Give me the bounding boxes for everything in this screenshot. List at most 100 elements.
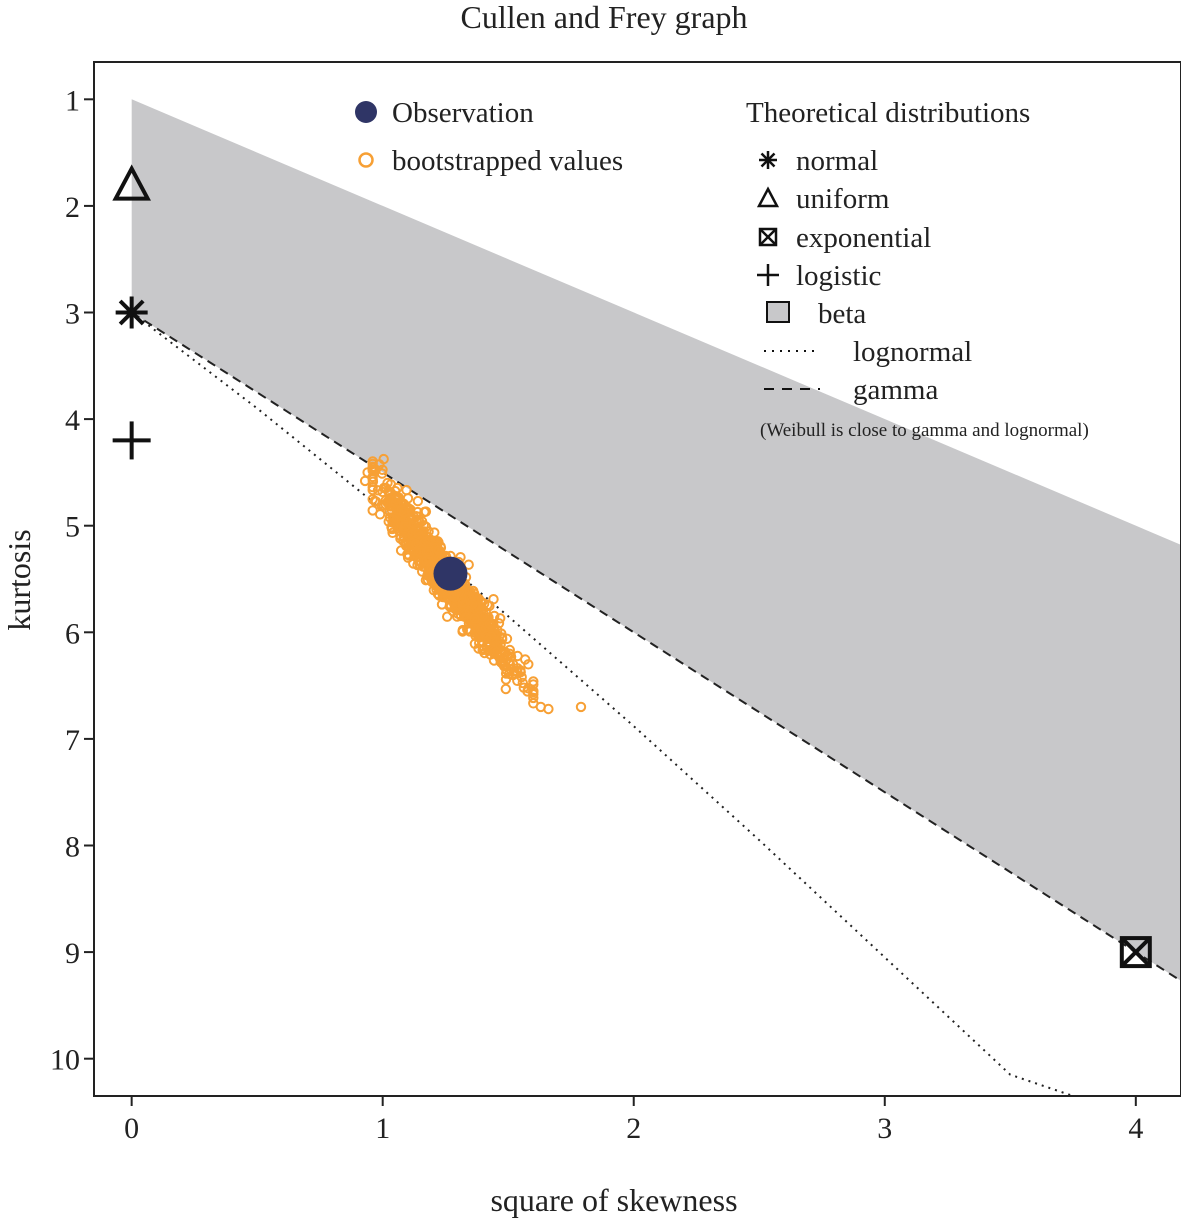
legend-bootstrap-label: bootstrapped values bbox=[392, 145, 623, 177]
bootstrap-point bbox=[392, 482, 403, 494]
bootstrap-point bbox=[467, 599, 478, 610]
normal-marker bbox=[115, 296, 148, 329]
bootstrap-point bbox=[508, 669, 519, 681]
bootstrap-point bbox=[449, 591, 460, 603]
bootstrap-point bbox=[367, 494, 378, 505]
bootstrap-point bbox=[500, 683, 511, 695]
bootstrap-point bbox=[528, 685, 539, 697]
legend-uniform-label: uniform bbox=[796, 183, 890, 215]
y-tick-label: 10 bbox=[50, 1044, 80, 1077]
legend-uniform-symbol bbox=[756, 186, 780, 208]
bootstrap-point bbox=[419, 536, 431, 548]
bootstrap-point bbox=[387, 527, 398, 538]
x-tick-label: 1 bbox=[375, 1112, 390, 1145]
legend-normal-symbol bbox=[759, 151, 777, 169]
x-axis: 0 1 2 3 4 bbox=[124, 1096, 1143, 1145]
bootstrap-point bbox=[421, 555, 432, 567]
bootstrap-point bbox=[359, 475, 371, 487]
logistic-marker bbox=[112, 421, 151, 460]
legend-observation-label: Observation bbox=[392, 97, 534, 129]
beta-region bbox=[131, 99, 1181, 981]
bootstrap-point bbox=[575, 701, 587, 713]
bootstrap-point bbox=[367, 458, 378, 470]
y-tick-label: 9 bbox=[65, 937, 80, 970]
y-axis-title: kurtosis bbox=[1, 529, 37, 630]
bootstrap-point bbox=[391, 493, 402, 505]
bootstrap-point bbox=[469, 613, 480, 624]
y-tick-label: 7 bbox=[65, 724, 80, 757]
legend-beta-label: beta bbox=[818, 298, 866, 330]
chart-title: Cullen and Frey graph bbox=[460, 0, 747, 35]
bootstrap-point bbox=[515, 665, 526, 676]
bootstrap-point bbox=[463, 624, 475, 635]
bootstrap-point bbox=[501, 633, 513, 644]
legend-logistic-label: logistic bbox=[796, 260, 881, 292]
bootstrap-point bbox=[413, 528, 424, 540]
bootstrap-point bbox=[488, 594, 499, 605]
bootstrap-point bbox=[431, 551, 442, 562]
legend-bootstrap-symbol bbox=[358, 152, 374, 168]
bootstrap-point bbox=[442, 611, 453, 622]
bootstrap-point bbox=[408, 517, 419, 529]
bootstrap-point bbox=[475, 624, 487, 635]
bootstrap-point bbox=[528, 689, 539, 700]
legend-observed: Observation bootstrapped values bbox=[355, 97, 623, 177]
bootstrap-point bbox=[413, 524, 425, 536]
bootstrap-point bbox=[500, 668, 512, 679]
x-tick-label: 3 bbox=[877, 1112, 892, 1145]
y-tick-label: 2 bbox=[65, 191, 80, 224]
bootstrap-point bbox=[495, 640, 506, 651]
bootstrap-point bbox=[419, 506, 430, 518]
bootstrap-point bbox=[517, 677, 528, 689]
uniform-marker bbox=[112, 164, 151, 201]
y-tick-label: 4 bbox=[65, 404, 80, 437]
bootstrap-point bbox=[457, 626, 468, 637]
x-tick-label: 4 bbox=[1128, 1112, 1143, 1145]
observation-point bbox=[433, 556, 468, 591]
bootstrap-point bbox=[424, 534, 436, 545]
bootstrap-point bbox=[489, 610, 500, 622]
bootstrap-point bbox=[383, 516, 394, 527]
bootstrap-point bbox=[543, 703, 554, 715]
bootstrap-point bbox=[433, 545, 445, 556]
bootstrap-point bbox=[504, 644, 515, 656]
bootstrap-point bbox=[406, 529, 418, 540]
x-tick-label: 2 bbox=[626, 1112, 641, 1145]
bootstrap-point bbox=[481, 632, 492, 644]
legend-gamma-label: gamma bbox=[853, 374, 938, 406]
legend-theoretical: Theoretical distributions normal uniform… bbox=[746, 97, 1089, 441]
legend-normal-label: normal bbox=[796, 145, 878, 177]
bootstrap-point bbox=[380, 482, 392, 494]
y-tick-label: 5 bbox=[65, 511, 80, 544]
y-tick-label: 3 bbox=[65, 298, 80, 331]
bootstrap-point bbox=[398, 507, 410, 518]
plot-area bbox=[112, 99, 1181, 1096]
bootstrap-point bbox=[367, 505, 378, 516]
exponential-marker bbox=[1119, 936, 1152, 969]
bootstrap-point bbox=[495, 613, 506, 624]
legend-note: (Weibull is close to gamma and lognormal… bbox=[760, 420, 1089, 441]
bootstrap-point bbox=[528, 676, 539, 687]
bootstrap-point bbox=[399, 521, 411, 532]
legend-exponential-symbol bbox=[758, 227, 778, 247]
bootstrap-point bbox=[523, 659, 534, 670]
bootstrap-point bbox=[518, 682, 529, 693]
y-tick-label: 6 bbox=[65, 617, 80, 650]
bootstrap-point bbox=[412, 495, 424, 507]
legend-heading: Theoretical distributions bbox=[746, 97, 1030, 129]
bootstrap-point bbox=[423, 546, 434, 557]
x-tick-label: 0 bbox=[124, 1112, 139, 1145]
bootstrap-point bbox=[488, 655, 500, 666]
x-axis-title: square of skewness bbox=[490, 1182, 737, 1218]
bootstrap-point bbox=[484, 618, 495, 630]
y-axis: 1 2 3 4 5 6 7 8 9 10 bbox=[50, 84, 94, 1077]
bootstrap-point bbox=[456, 592, 467, 604]
bootstrap-point bbox=[402, 493, 414, 504]
y-tick-label: 1 bbox=[65, 84, 80, 117]
bootstrap-point bbox=[479, 647, 490, 659]
lognormal-line bbox=[131, 311, 1074, 1096]
legend-exponential-label: exponential bbox=[796, 222, 931, 254]
legend-beta-symbol bbox=[766, 301, 790, 323]
bootstrap-point bbox=[395, 533, 406, 544]
